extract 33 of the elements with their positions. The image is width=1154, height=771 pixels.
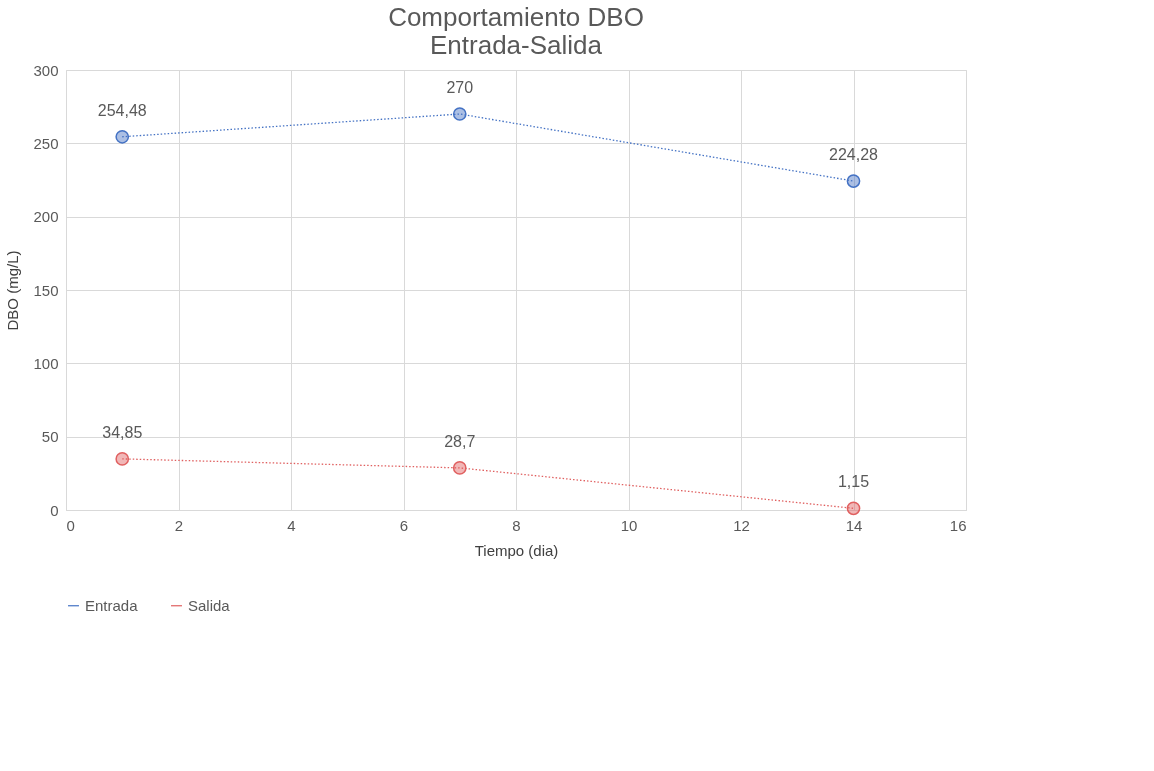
data-label: 224,28 [829,146,879,164]
y-tick-label: 150 [33,281,59,299]
point [452,107,467,121]
x-tick-label: 14 [845,516,863,534]
x-tick-label: 10 [620,516,638,534]
y-tick-label: 0 [50,501,59,519]
x-axis-title: Tiempo (dia) [474,541,559,559]
x-tick-label: 0 [66,516,75,534]
x-tick-label: 4 [287,516,296,534]
data-label: 254,48 [97,101,147,119]
data-label: 34,85 [102,423,143,441]
x-tick-label: 2 [174,516,184,534]
y-axis-title: DBO (mg/L) [4,250,22,331]
point [452,461,467,475]
y-tick-label: 250 [33,134,59,152]
y-tick-label: 50 [41,428,59,446]
point [846,174,861,188]
point [846,501,861,516]
legend-label: Salida [188,596,231,614]
x-tick-label: 6 [399,516,409,534]
y-tick-label: 300 [33,61,59,79]
data-label: 270 [446,79,474,96]
point [115,129,130,144]
data-label: 1,15 [837,473,870,491]
x-tick-label: 8 [512,516,521,534]
y-tick-label: 200 [33,208,59,226]
x-tick-label: 12 [733,516,750,534]
data-label: 28,7 [444,432,476,450]
chart-title: Comportamiento DBO Entrada-Salida [388,2,644,60]
y-tick-label: 100 [33,354,59,372]
x-tick-label: 16 [949,516,967,534]
point [115,452,130,466]
legend-label: Entrada [85,596,139,614]
